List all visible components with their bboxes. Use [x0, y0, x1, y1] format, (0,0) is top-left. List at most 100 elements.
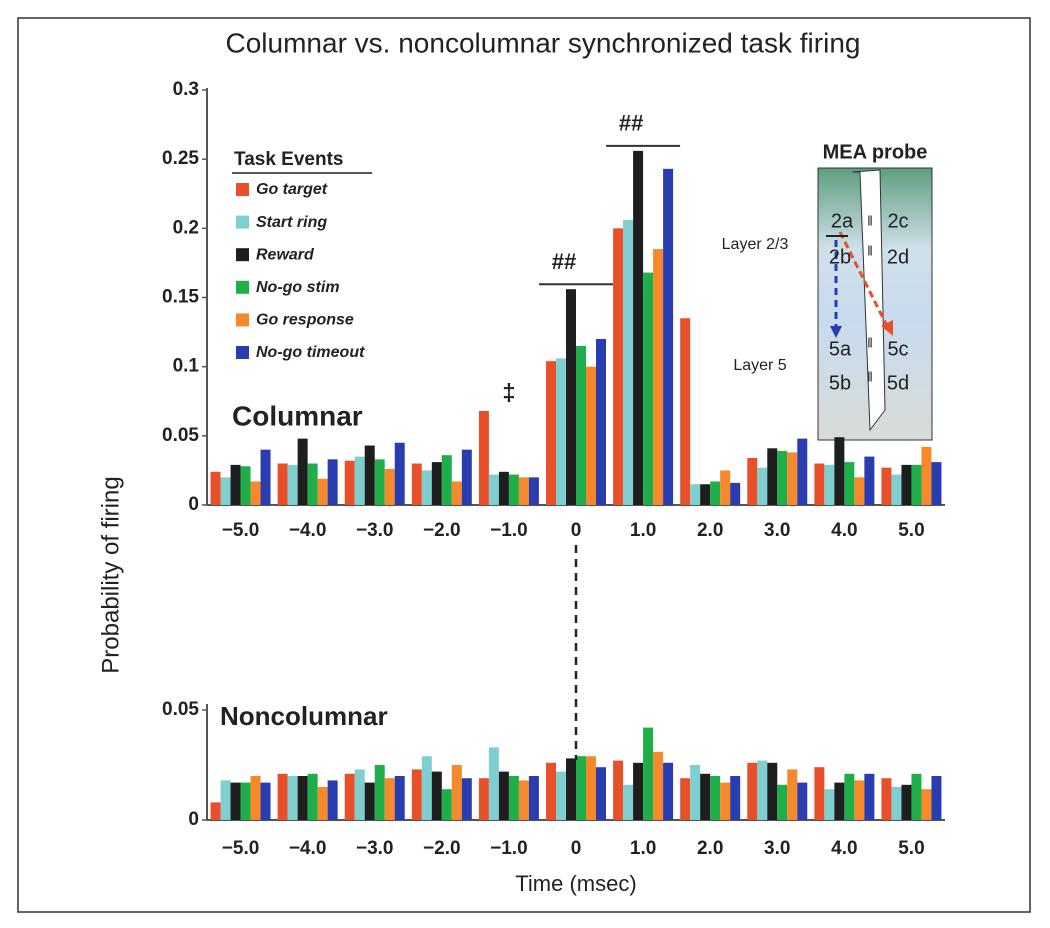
- bar: [864, 773, 875, 820]
- bar: [461, 778, 472, 820]
- bar: [797, 782, 808, 820]
- bar: [384, 469, 395, 505]
- bar: [767, 448, 778, 505]
- bar: [344, 460, 355, 505]
- frame: [17, 17, 1031, 913]
- bar: [498, 771, 509, 820]
- site-label: 5c: [887, 338, 908, 360]
- legend-label: Start ring: [256, 214, 327, 231]
- bar: [690, 484, 701, 505]
- bar: [260, 449, 271, 505]
- bar: [824, 789, 835, 820]
- bar: [586, 756, 596, 820]
- bar: [528, 477, 539, 505]
- bar: [777, 784, 788, 820]
- bar: [623, 220, 634, 506]
- bar: [787, 452, 798, 505]
- site-label: 2b: [829, 246, 851, 268]
- x-tick-label: −3.0: [356, 838, 394, 859]
- bar: [441, 789, 452, 820]
- bar: [508, 776, 519, 820]
- legend-label: Go response: [256, 312, 354, 329]
- bar: [518, 780, 529, 820]
- site-marker: ‖: [867, 369, 873, 385]
- bar: [757, 760, 768, 820]
- bar: [374, 459, 385, 505]
- bar: [797, 438, 808, 505]
- legend-label: No-go stim: [256, 279, 340, 296]
- bar: [663, 762, 674, 820]
- bar: [814, 463, 825, 505]
- bar: [586, 366, 596, 505]
- site-label: 5a: [829, 338, 852, 360]
- bar: [327, 780, 338, 820]
- bar: [891, 787, 902, 820]
- bar: [277, 463, 288, 505]
- y-tick-label: 0: [188, 809, 199, 830]
- site-label: 2a: [831, 210, 854, 232]
- site-marker: ‖: [867, 213, 873, 229]
- bar: [633, 150, 644, 505]
- bar: [431, 462, 442, 505]
- legend-label: Go target: [256, 181, 328, 198]
- bar: [864, 456, 875, 505]
- y-tick-label: 0.1: [173, 356, 200, 377]
- bar: [451, 765, 462, 820]
- bar: [307, 463, 318, 505]
- bar: [556, 358, 566, 505]
- bar: [787, 769, 798, 820]
- legend-label: Reward: [256, 246, 315, 263]
- bar: [623, 784, 634, 820]
- bar: [260, 782, 271, 820]
- bar: [901, 464, 912, 505]
- bar: [613, 228, 624, 506]
- bar: [528, 776, 539, 820]
- x-tick-label: −2.0: [423, 838, 461, 859]
- bar: [518, 477, 529, 505]
- bar: [643, 272, 654, 505]
- x-tick-label: 2.0: [697, 838, 723, 859]
- legend-swatch: [236, 215, 249, 229]
- inset-title: MEA probe: [823, 141, 928, 163]
- bar: [451, 481, 462, 505]
- bar: [566, 758, 576, 820]
- site-label: 2d: [887, 246, 909, 268]
- bar: [566, 289, 576, 505]
- y-axis-label: Probability of firing: [97, 476, 124, 673]
- site-marker: ‖: [867, 335, 873, 351]
- bar: [354, 456, 365, 505]
- bar: [240, 466, 251, 505]
- bar: [210, 471, 221, 505]
- bar: [394, 442, 405, 505]
- x-tick-label: 1.0: [630, 838, 656, 859]
- bar: [344, 773, 355, 820]
- bar: [488, 474, 499, 505]
- bar: [287, 776, 298, 820]
- x-tick-label: 0: [571, 838, 582, 859]
- x-tick-label: 3.0: [764, 838, 790, 859]
- bar: [730, 776, 741, 820]
- x-tick-label: 5.0: [898, 520, 924, 541]
- panel-label: Noncolumnar: [220, 701, 388, 731]
- bar: [240, 782, 251, 820]
- x-tick-label: 1.0: [630, 520, 656, 541]
- bar: [478, 778, 489, 820]
- site-label: 5b: [829, 372, 851, 394]
- bar: [824, 464, 835, 505]
- panel-label: Columnar: [232, 400, 363, 431]
- bar: [680, 318, 691, 505]
- bar: [881, 778, 892, 820]
- bar: [747, 457, 758, 505]
- arrowhead: [881, 320, 893, 336]
- bar: [596, 339, 606, 505]
- bar: [317, 787, 328, 820]
- legend-swatch: [236, 313, 249, 327]
- legend-swatch: [236, 346, 249, 359]
- bar: [881, 467, 892, 505]
- bar: [613, 760, 624, 820]
- chart-title: Columnar vs. noncolumnar synchronized ta…: [226, 27, 861, 58]
- site-label: 2c: [887, 210, 908, 232]
- y-tick-label: 0: [188, 494, 199, 515]
- bar: [700, 484, 711, 505]
- x-tick-label: −1.0: [490, 838, 528, 859]
